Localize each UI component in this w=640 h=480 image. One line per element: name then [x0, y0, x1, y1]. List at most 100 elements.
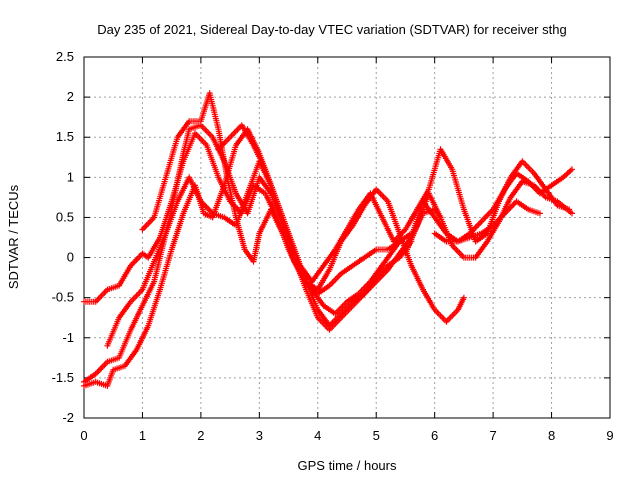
data-point	[367, 190, 385, 219]
data-point	[349, 204, 367, 229]
data-point	[484, 220, 501, 245]
data-point	[262, 166, 280, 203]
data-point	[408, 262, 426, 291]
data-point	[373, 268, 390, 285]
data-point	[314, 283, 331, 297]
data-point	[162, 200, 180, 237]
data-point	[344, 208, 361, 233]
data-point	[206, 90, 221, 131]
x-tick-label: 7	[489, 428, 496, 443]
data-point	[525, 206, 543, 217]
data-point	[291, 258, 308, 283]
data-point	[250, 142, 268, 171]
data-point	[151, 232, 168, 265]
data-point	[560, 166, 575, 181]
data-point	[390, 228, 407, 245]
data-point	[344, 291, 360, 305]
data-point	[379, 248, 396, 269]
data-point	[431, 230, 448, 244]
data-point	[303, 286, 320, 319]
data-point	[531, 170, 548, 191]
data-point	[197, 122, 215, 139]
data-point	[355, 192, 373, 213]
data-point	[186, 122, 202, 133]
data-point	[162, 136, 180, 181]
data-point	[332, 300, 349, 317]
data-point	[151, 176, 169, 221]
series-arc-9	[431, 198, 543, 245]
x-axis-label: GPS time / hours	[298, 458, 397, 473]
data-point	[501, 171, 519, 193]
data-point	[139, 250, 150, 260]
data-point	[238, 122, 256, 147]
data-point	[373, 186, 390, 203]
data-point	[127, 288, 144, 305]
data-point	[361, 247, 378, 261]
data-point	[449, 166, 467, 211]
data-point	[548, 175, 565, 189]
data-point	[338, 300, 355, 317]
y-tick-label: 1	[67, 169, 74, 184]
data-point	[449, 242, 466, 260]
data-point	[268, 206, 285, 235]
data-point	[355, 280, 372, 297]
x-tick-label: 6	[431, 428, 438, 443]
data-point	[192, 130, 209, 147]
data-point	[303, 278, 320, 292]
data-point	[414, 192, 432, 229]
x-tick-label: 4	[314, 428, 321, 443]
data-point	[139, 215, 156, 233]
data-point	[519, 158, 536, 175]
data-point	[513, 198, 530, 212]
data-point	[174, 176, 192, 205]
data-point	[139, 280, 157, 309]
data-point	[244, 176, 262, 217]
y-axis: -2 -1.5 -1 -0.5 0 0.5 1 1.5 2 2.5	[52, 49, 610, 425]
x-tick-label: 9	[606, 428, 613, 443]
data-point	[466, 231, 483, 241]
data-point	[338, 304, 355, 321]
data-point	[157, 248, 175, 293]
data-point	[402, 224, 420, 257]
data-point	[273, 198, 291, 235]
data-point	[145, 288, 163, 329]
data-point	[314, 306, 332, 328]
data-point	[349, 292, 367, 309]
data-point	[373, 264, 390, 281]
data-point	[384, 198, 402, 235]
data-point	[478, 207, 495, 225]
data-point	[472, 240, 490, 261]
data-point	[308, 264, 326, 285]
data-point	[361, 280, 378, 297]
x-tick-label: 8	[548, 428, 555, 443]
data-point	[297, 262, 314, 283]
x-axis: 0 1 2 3 4 5 6 7 8 9	[80, 57, 614, 443]
data-point	[92, 288, 109, 305]
data-point	[320, 248, 338, 269]
data-point	[542, 194, 559, 204]
data-point	[490, 188, 507, 213]
y-tick-label: 2	[67, 89, 74, 104]
data-point	[531, 182, 548, 199]
data-point	[133, 324, 151, 353]
y-tick-label: -1.5	[52, 370, 74, 385]
data-point	[250, 232, 262, 265]
data-point	[554, 198, 575, 217]
data-point	[203, 142, 221, 179]
data-point	[425, 148, 443, 193]
data-point	[145, 236, 162, 261]
data-point	[256, 208, 274, 237]
x-tick-label: 2	[197, 428, 204, 443]
data-point	[121, 348, 139, 369]
data-point	[81, 379, 97, 389]
data-point	[116, 264, 133, 289]
data-point	[507, 159, 525, 181]
y-tick-label: 0.5	[56, 209, 74, 224]
data-point	[420, 286, 437, 311]
x-tick-label: 0	[80, 428, 87, 443]
data-point	[168, 212, 186, 253]
data-point	[215, 135, 232, 153]
data-point	[104, 355, 121, 365]
data-point	[379, 214, 396, 243]
data-point	[116, 300, 133, 321]
